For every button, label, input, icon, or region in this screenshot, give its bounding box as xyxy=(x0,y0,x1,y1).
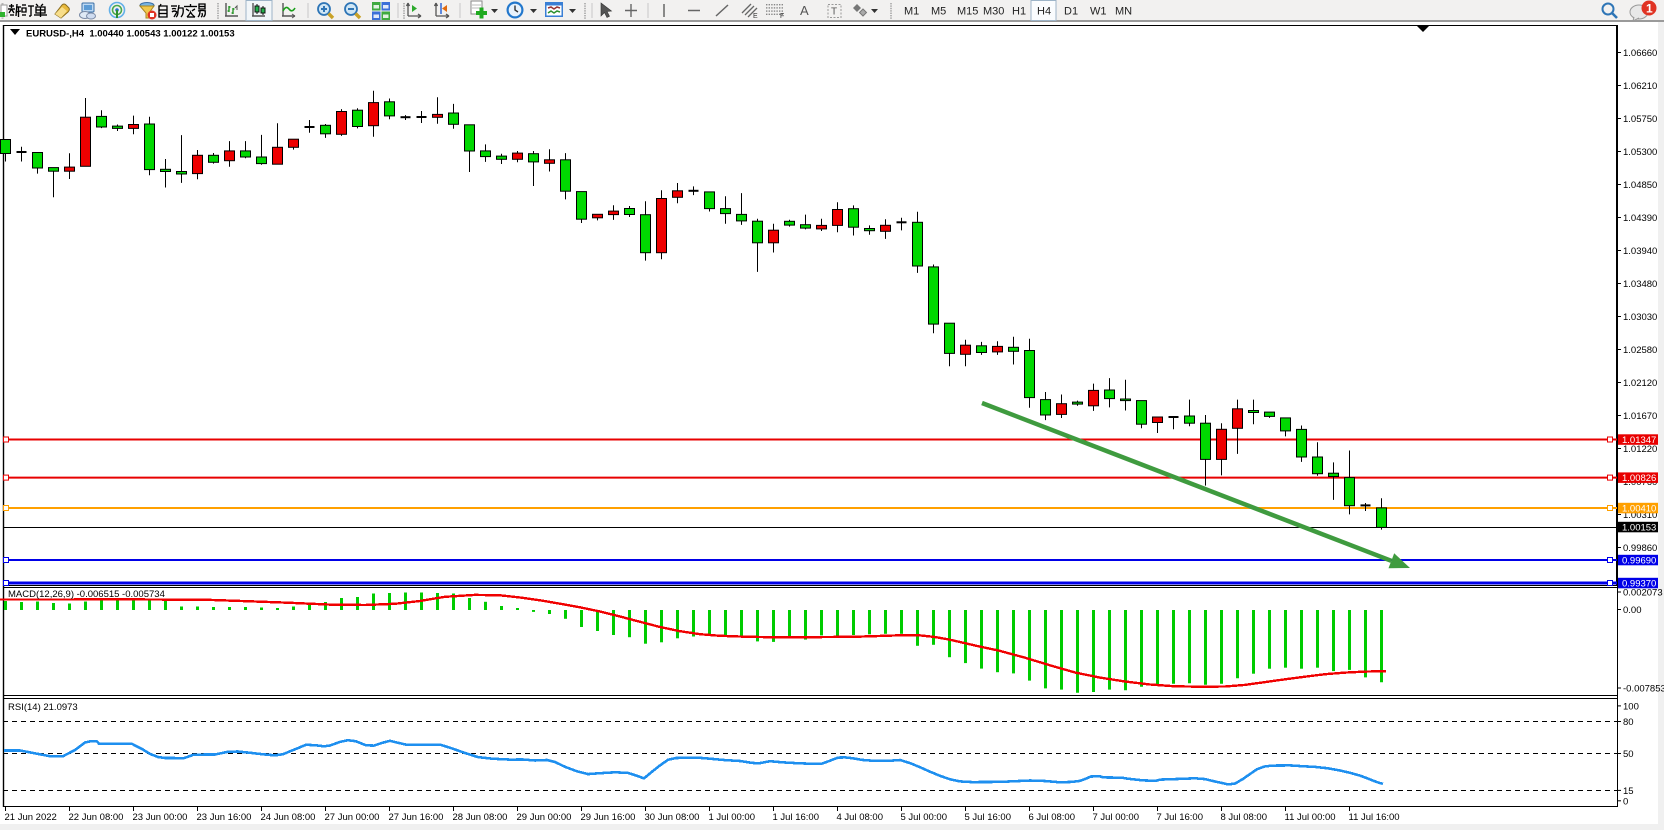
svg-text:M1: M1 xyxy=(904,6,919,18)
svg-text:0.99690: 0.99690 xyxy=(1622,556,1656,567)
svg-text:50: 50 xyxy=(1623,749,1634,760)
svg-text:5 Jul 00:00: 5 Jul 00:00 xyxy=(901,812,947,823)
svg-text:1.00153: 1.00153 xyxy=(1622,523,1656,534)
svg-text:8 Jul 08:00: 8 Jul 08:00 xyxy=(1221,812,1267,823)
svg-text:1.04850: 1.04850 xyxy=(1623,180,1657,191)
svg-text:11 Jul 16:00: 11 Jul 16:00 xyxy=(1349,812,1400,823)
svg-text:0.99370: 0.99370 xyxy=(1622,579,1656,590)
svg-text:5 Jul 16:00: 5 Jul 16:00 xyxy=(965,812,1011,823)
svg-text:28 Jun 08:00: 28 Jun 08:00 xyxy=(453,812,508,823)
svg-text:11 Jul 00:00: 11 Jul 00:00 xyxy=(1285,812,1336,823)
svg-text:0: 0 xyxy=(1623,796,1628,807)
svg-text:D1: D1 xyxy=(1064,6,1078,18)
svg-text:7 Jul 00:00: 7 Jul 00:00 xyxy=(1093,812,1139,823)
svg-text:22 Jun 08:00: 22 Jun 08:00 xyxy=(69,812,124,823)
svg-text:T: T xyxy=(831,7,837,18)
svg-text:E: E xyxy=(753,13,758,20)
svg-text:0.002073: 0.002073 xyxy=(1623,588,1663,599)
svg-text:29 Jun 16:00: 29 Jun 16:00 xyxy=(581,812,636,823)
svg-text:6 Jul 08:00: 6 Jul 08:00 xyxy=(1029,812,1075,823)
svg-text:MN: MN xyxy=(1115,6,1132,18)
svg-text:1.06210: 1.06210 xyxy=(1623,81,1657,92)
svg-text:1.01220: 1.01220 xyxy=(1623,444,1657,455)
svg-text:-0.007853: -0.007853 xyxy=(1623,684,1664,695)
svg-text:100: 100 xyxy=(1623,701,1639,712)
svg-text:1 Jul 16:00: 1 Jul 16:00 xyxy=(773,812,819,823)
svg-text:21 Jun 2022: 21 Jun 2022 xyxy=(5,812,57,823)
svg-text:1.03030: 1.03030 xyxy=(1623,312,1657,323)
svg-text:29 Jun 00:00: 29 Jun 00:00 xyxy=(517,812,572,823)
svg-text:27 Jun 16:00: 27 Jun 16:00 xyxy=(389,812,444,823)
svg-text:1.03940: 1.03940 xyxy=(1623,246,1657,257)
svg-text:27 Jun 00:00: 27 Jun 00:00 xyxy=(325,812,380,823)
svg-text:23 Jun 16:00: 23 Jun 16:00 xyxy=(197,812,252,823)
svg-text:A: A xyxy=(800,3,809,18)
svg-text:1.01347: 1.01347 xyxy=(1622,435,1656,446)
svg-text:M5: M5 xyxy=(931,6,946,18)
svg-text:M15: M15 xyxy=(957,6,978,18)
svg-text:1.03480: 1.03480 xyxy=(1623,279,1657,290)
svg-text:H4: H4 xyxy=(1037,6,1051,18)
svg-text:1.02120: 1.02120 xyxy=(1623,378,1657,389)
svg-text:MACD(12,26,9) -0.006515 -0.005: MACD(12,26,9) -0.006515 -0.005734 xyxy=(8,589,165,600)
svg-text:1.05300: 1.05300 xyxy=(1623,147,1657,158)
svg-text:80: 80 xyxy=(1623,717,1634,728)
svg-text:1.05750: 1.05750 xyxy=(1623,114,1657,125)
svg-text:1 Jul 00:00: 1 Jul 00:00 xyxy=(709,812,755,823)
svg-text:24 Jun 08:00: 24 Jun 08:00 xyxy=(261,812,316,823)
svg-text:15: 15 xyxy=(1623,786,1634,797)
svg-text:1.00826: 1.00826 xyxy=(1622,473,1656,484)
svg-text:RSI(14) 21.0973: RSI(14) 21.0973 xyxy=(8,702,78,713)
svg-text:1.04390: 1.04390 xyxy=(1623,213,1657,224)
svg-text:M30: M30 xyxy=(983,6,1004,18)
svg-text:23 Jun 00:00: 23 Jun 00:00 xyxy=(133,812,188,823)
svg-text:W1: W1 xyxy=(1090,6,1107,18)
svg-text:H1: H1 xyxy=(1012,6,1026,18)
svg-text:1.00310: 1.00310 xyxy=(1623,510,1657,521)
svg-text:1.02580: 1.02580 xyxy=(1623,345,1657,356)
svg-text:7 Jul 16:00: 7 Jul 16:00 xyxy=(1157,812,1203,823)
svg-text:0.99860: 0.99860 xyxy=(1623,543,1657,554)
svg-text:1: 1 xyxy=(1646,2,1653,16)
svg-text:1.06660: 1.06660 xyxy=(1623,48,1657,59)
svg-text:30 Jun 08:00: 30 Jun 08:00 xyxy=(645,812,700,823)
svg-text:F: F xyxy=(780,13,784,20)
svg-text:1.01670: 1.01670 xyxy=(1623,411,1657,422)
svg-text:0.00: 0.00 xyxy=(1623,605,1642,616)
svg-text:1.00410: 1.00410 xyxy=(1622,504,1656,515)
svg-text:EURUSD-,H4 1.00440 1.00543 1.: EURUSD-,H4 1.00440 1.00543 1.00122 1.001… xyxy=(26,29,235,40)
svg-text:4 Jul 08:00: 4 Jul 08:00 xyxy=(837,812,883,823)
